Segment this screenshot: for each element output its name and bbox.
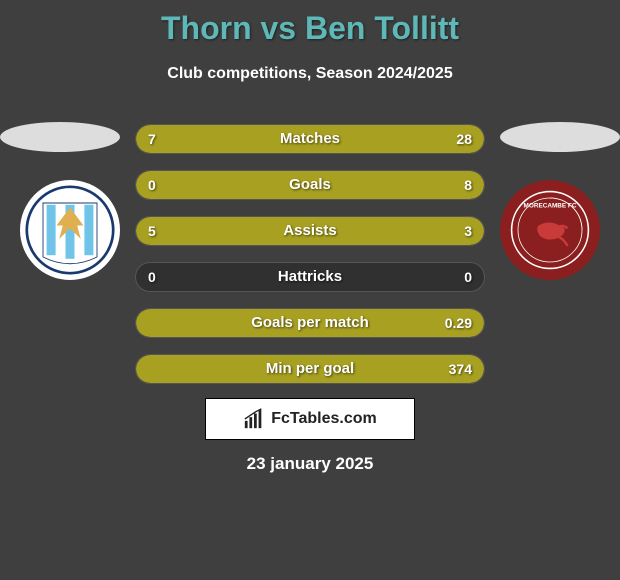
stat-value-right: 3 <box>464 217 472 245</box>
club-badge-left <box>20 180 120 280</box>
club-logo-right-icon: MORECAMBE FC <box>510 190 590 270</box>
player-photo-left <box>0 122 120 152</box>
stat-value-right: 0 <box>464 263 472 291</box>
stat-label: Goals per match <box>136 309 484 337</box>
stat-row-goals-per-match: Goals per match 0.29 <box>135 308 485 338</box>
stat-row-matches: 7 Matches 28 <box>135 124 485 154</box>
stats-container: 7 Matches 28 0 Goals 8 5 Assists 3 0 Hat… <box>135 124 485 400</box>
svg-text:MORECAMBE FC: MORECAMBE FC <box>524 203 577 210</box>
stat-value-right: 28 <box>456 125 472 153</box>
date-text: 23 january 2025 <box>0 454 620 474</box>
page-title: Thorn vs Ben Tollitt <box>0 0 620 47</box>
stat-value-right: 0.29 <box>445 309 472 337</box>
player-photo-right <box>500 122 620 152</box>
stat-label: Assists <box>136 217 484 245</box>
stat-label: Min per goal <box>136 355 484 383</box>
brand-link[interactable]: FcTables.com <box>205 398 415 440</box>
stat-label: Goals <box>136 171 484 199</box>
chart-icon <box>243 408 265 430</box>
stat-row-hattricks: 0 Hattricks 0 <box>135 262 485 292</box>
stat-row-goals: 0 Goals 8 <box>135 170 485 200</box>
subtitle: Club competitions, Season 2024/2025 <box>0 65 620 83</box>
stat-value-right: 8 <box>464 171 472 199</box>
brand-text: FcTables.com <box>271 410 377 428</box>
club-badge-right: MORECAMBE FC <box>500 180 600 280</box>
stat-label: Hattricks <box>136 263 484 291</box>
stat-value-right: 374 <box>449 355 472 383</box>
club-logo-left-icon <box>25 185 115 275</box>
stat-row-min-per-goal: Min per goal 374 <box>135 354 485 384</box>
stat-label: Matches <box>136 125 484 153</box>
stat-row-assists: 5 Assists 3 <box>135 216 485 246</box>
